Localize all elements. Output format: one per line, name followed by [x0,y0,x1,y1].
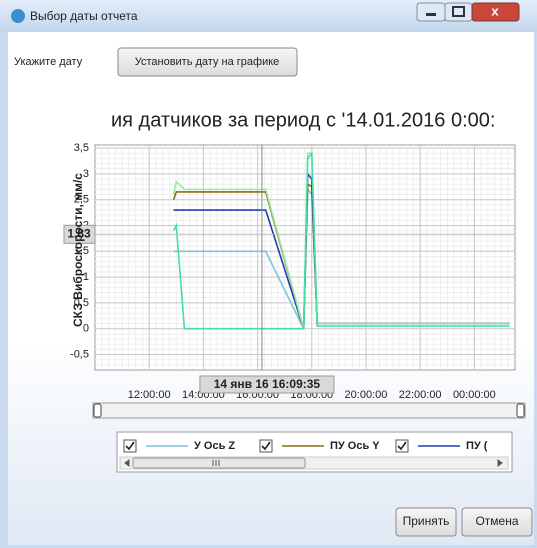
y-tick-label: 3,5 [74,142,89,154]
legend-checkbox[interactable] [395,439,409,453]
date-label: Укажите дату [14,56,83,68]
series-line [172,151,510,330]
app-icon [11,9,25,23]
range-slider[interactable] [92,402,526,419]
legend-checkbox[interactable] [259,439,273,453]
close-button[interactable] [471,2,520,22]
ok-button[interactable] [395,507,457,537]
legend-label: У Ось Z [194,440,235,452]
y-tick-label: 2,5 [74,194,89,206]
ok-button-label: Принять [403,514,450,528]
legend-label: ПУ Ось Y [330,440,380,452]
y-tick-label: 1 [83,271,89,283]
cursor-y-label: 1,83 [67,226,91,240]
range-start-handle[interactable] [93,403,102,418]
legend-checkbox[interactable] [123,439,137,453]
chart-title: ия датчиков за период с '14.01.2016 0:00… [111,109,495,131]
y-tick-label: 0 [83,323,89,335]
x-tick-label: 12:00:00 [128,389,171,401]
cursor-x-label: 14 янв 16 16:09:35 [214,377,321,391]
window-title: Выбор даты отчета [30,9,138,23]
svg-text:x: x [491,3,499,18]
cancel-button[interactable] [461,507,533,537]
x-tick-label: 00:00:00 [453,389,496,401]
set-date-button-label: Установить дату на графике [135,56,280,68]
minimize-button[interactable] [416,2,446,22]
x-tick-label: 22:00:00 [399,389,442,401]
cursor-x-box [199,375,335,394]
maximize-button[interactable] [444,2,473,22]
y-tick-label: -0,5 [70,348,89,360]
y-tick-label: 3 [83,168,89,180]
range-end-handle[interactable] [516,403,525,418]
cursor-y-box [63,224,96,244]
y-tick-label: 0,5 [74,297,89,309]
y-axis-label: СКЗ Виброскорости, мм/с [71,173,85,327]
legend-label: ПУ ( [466,440,488,452]
set-date-button[interactable] [117,47,298,77]
y-tick-label: 1,5 [74,245,89,257]
cancel-button-label: Отмена [475,514,518,528]
x-tick-label: 20:00:00 [345,389,388,401]
